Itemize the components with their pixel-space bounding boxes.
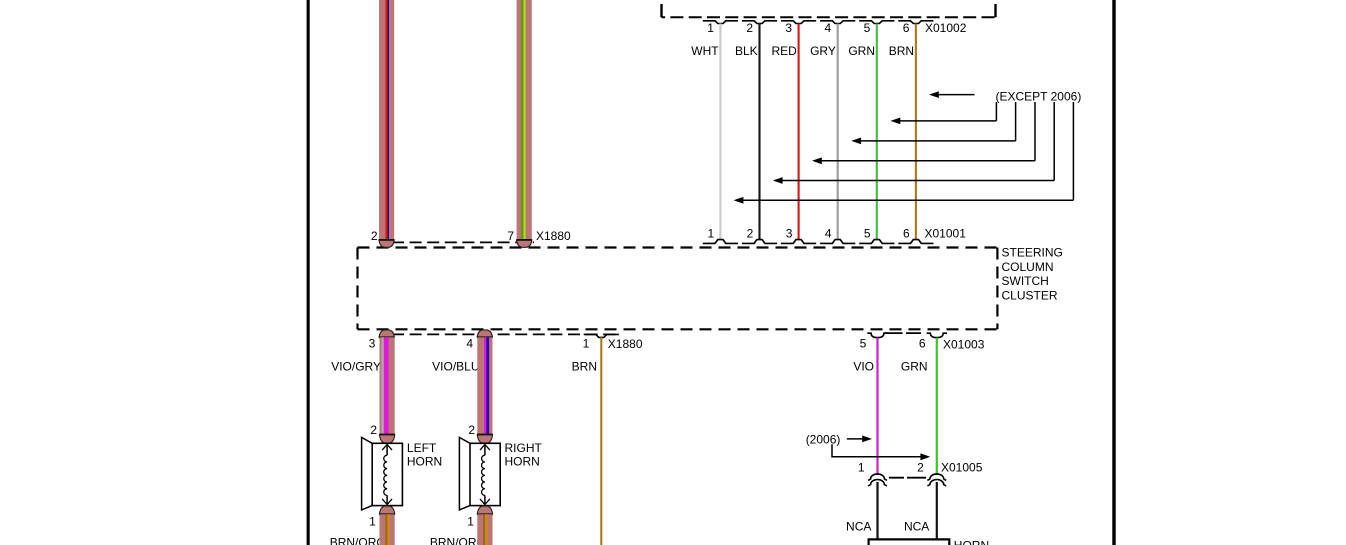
svg-text:SWITCH: SWITCH — [1002, 274, 1049, 288]
svg-text:BRN/ORG: BRN/ORG — [430, 535, 486, 545]
svg-text:5: 5 — [864, 21, 871, 35]
svg-text:5: 5 — [864, 227, 871, 241]
svg-text:HORN: HORN — [407, 455, 442, 469]
svg-text:NCA: NCA — [846, 520, 871, 534]
svg-text:GRY: GRY — [810, 44, 836, 58]
svg-text:2: 2 — [371, 229, 378, 243]
svg-text:X01002: X01002 — [925, 21, 967, 35]
svg-text:BRN: BRN — [889, 44, 914, 58]
svg-text:2: 2 — [917, 461, 924, 475]
svg-text:7: 7 — [507, 229, 514, 243]
svg-text:6: 6 — [903, 227, 910, 241]
svg-text:COLUMN: COLUMN — [1002, 260, 1054, 274]
svg-text:VIO/GRY: VIO/GRY — [331, 360, 381, 374]
svg-text:4: 4 — [466, 337, 473, 351]
svg-text:3: 3 — [786, 227, 793, 241]
svg-text:RED: RED — [771, 44, 797, 58]
svg-text:HORN: HORN — [954, 539, 989, 545]
svg-text:STEERING: STEERING — [1002, 245, 1063, 259]
svg-text:X1880: X1880 — [608, 337, 643, 351]
svg-text:1: 1 — [858, 461, 865, 475]
svg-text:GRN: GRN — [901, 360, 928, 374]
svg-text:WHT: WHT — [691, 44, 719, 58]
svg-text:LEFT: LEFT — [407, 441, 437, 455]
svg-text:X01001: X01001 — [925, 227, 967, 241]
svg-text:HORN: HORN — [505, 455, 540, 469]
svg-text:1: 1 — [369, 514, 376, 528]
svg-text:6: 6 — [903, 21, 910, 35]
svg-text:1: 1 — [583, 337, 590, 351]
svg-text:X01003: X01003 — [943, 337, 985, 351]
svg-text:1: 1 — [708, 227, 715, 241]
svg-text:4: 4 — [825, 227, 832, 241]
svg-text:2: 2 — [747, 227, 754, 241]
svg-text:2: 2 — [468, 423, 475, 437]
svg-text:VIO: VIO — [853, 360, 874, 374]
svg-text:CLUSTER: CLUSTER — [1002, 289, 1058, 303]
svg-text:1: 1 — [467, 514, 474, 528]
svg-text:3: 3 — [369, 337, 376, 351]
svg-text:(2006): (2006) — [806, 432, 841, 446]
svg-text:5: 5 — [860, 337, 867, 351]
svg-text:2: 2 — [370, 423, 377, 437]
svg-text:6: 6 — [919, 337, 926, 351]
svg-text:GRN: GRN — [848, 44, 875, 58]
svg-text:(EXCEPT 2006): (EXCEPT 2006) — [996, 89, 1082, 103]
svg-text:VIO/BLU: VIO/BLU — [432, 360, 479, 374]
svg-text:NCA: NCA — [904, 520, 929, 534]
svg-text:RIGHT: RIGHT — [505, 441, 543, 455]
svg-text:2: 2 — [746, 21, 753, 35]
svg-text:BRN: BRN — [572, 360, 597, 374]
svg-text:BRN/ORG: BRN/ORG — [330, 535, 386, 545]
svg-text:BLK: BLK — [735, 44, 758, 58]
svg-text:1: 1 — [707, 21, 714, 35]
svg-text:X1880: X1880 — [536, 229, 571, 243]
svg-text:3: 3 — [785, 21, 792, 35]
svg-text:X01005: X01005 — [941, 461, 983, 475]
svg-text:4: 4 — [825, 21, 832, 35]
